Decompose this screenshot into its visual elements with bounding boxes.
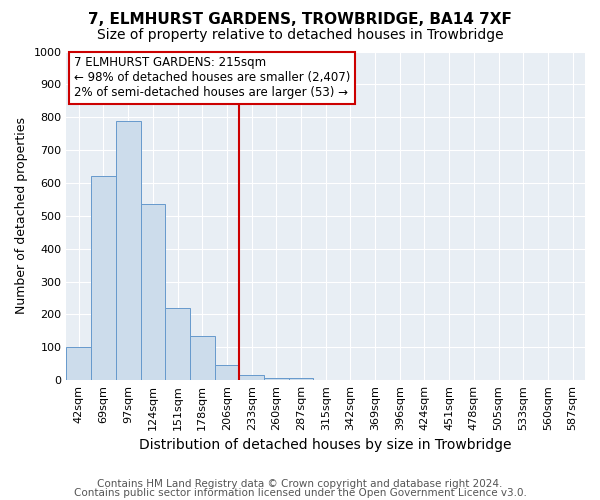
Y-axis label: Number of detached properties: Number of detached properties — [15, 118, 28, 314]
Bar — [239, 376, 264, 380]
Text: Contains public sector information licensed under the Open Government Licence v3: Contains public sector information licen… — [74, 488, 526, 498]
X-axis label: Distribution of detached houses by size in Trowbridge: Distribution of detached houses by size … — [139, 438, 512, 452]
Bar — [190, 336, 215, 380]
Text: 7, ELMHURST GARDENS, TROWBRIDGE, BA14 7XF: 7, ELMHURST GARDENS, TROWBRIDGE, BA14 7X… — [88, 12, 512, 28]
Bar — [264, 378, 289, 380]
Bar — [165, 308, 190, 380]
Text: 7 ELMHURST GARDENS: 215sqm
← 98% of detached houses are smaller (2,407)
2% of se: 7 ELMHURST GARDENS: 215sqm ← 98% of deta… — [74, 56, 350, 100]
Bar — [91, 176, 116, 380]
Bar — [215, 366, 239, 380]
Bar — [116, 120, 140, 380]
Text: Contains HM Land Registry data © Crown copyright and database right 2024.: Contains HM Land Registry data © Crown c… — [97, 479, 503, 489]
Text: Size of property relative to detached houses in Trowbridge: Size of property relative to detached ho… — [97, 28, 503, 42]
Bar — [67, 348, 91, 380]
Bar — [140, 204, 165, 380]
Bar — [289, 378, 313, 380]
